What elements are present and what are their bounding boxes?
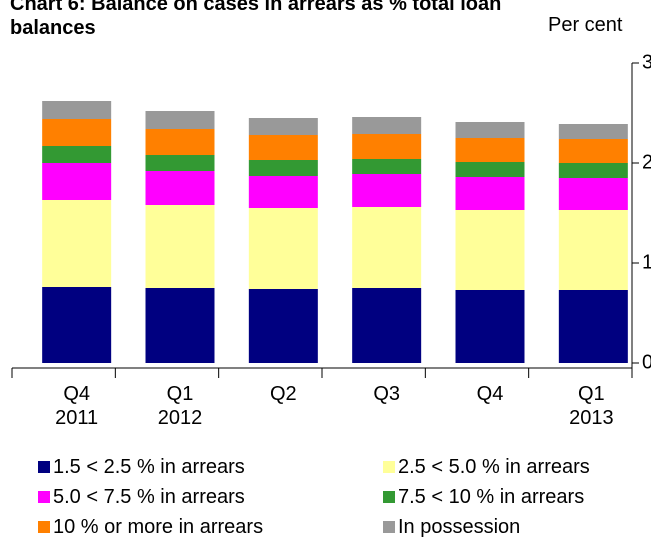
- y-tick-label: 0: [642, 351, 651, 373]
- bar-segment: [455, 138, 525, 162]
- bar-segment: [42, 163, 112, 200]
- bar-segment: [42, 101, 112, 119]
- bar-segment: [42, 119, 112, 146]
- legend-swatch: [383, 521, 395, 533]
- y-tick-label: 2: [642, 151, 651, 173]
- bar-segment: [42, 146, 112, 163]
- legend-item: 2.5 < 5.0 % in arrears: [383, 456, 590, 478]
- bar-segment: [558, 139, 628, 163]
- bar-segment: [352, 174, 422, 207]
- bar-segment: [145, 155, 215, 171]
- x-tick-label: Q1 2012: [157, 383, 203, 429]
- legend-swatch: [38, 521, 50, 533]
- legend-label: 5.0 < 7.5 % in arrears: [53, 486, 245, 508]
- bar-segment: [558, 178, 628, 210]
- bar-segment: [145, 288, 215, 363]
- bar-segment: [145, 111, 215, 129]
- bar-segment: [455, 177, 525, 210]
- legend-label: 7.5 < 10 % in arrears: [398, 486, 585, 508]
- chart-title: Chart 6: Balance on cases in arrears as …: [10, 0, 502, 39]
- bar-segment: [352, 117, 422, 134]
- legend-label: 2.5 < 5.0 % in arrears: [398, 456, 590, 478]
- bar-segment: [455, 122, 525, 138]
- legend-swatch: [383, 491, 395, 503]
- x-tick-label: Q1 2013: [569, 383, 614, 429]
- legend-item: 7.5 < 10 % in arrears: [383, 486, 584, 508]
- bar-segment: [248, 176, 318, 208]
- bar-segment: [248, 135, 318, 160]
- legend-item: 5.0 < 7.5 % in arrears: [38, 486, 245, 508]
- bar-segment: [248, 160, 318, 176]
- legend-swatch: [383, 461, 395, 473]
- legend-swatch: [38, 461, 50, 473]
- legend-item: 10 % or more in arrears: [38, 516, 263, 538]
- legend-label: 10 % or more in arrears: [53, 516, 264, 538]
- bar-segment: [248, 208, 318, 289]
- legend-swatch: [38, 491, 50, 503]
- bar-segment: [558, 124, 628, 139]
- legend-item: 1.5 < 2.5 % in arrears: [38, 456, 245, 478]
- bar-segment: [145, 171, 215, 205]
- bar-segment: [352, 207, 422, 288]
- bar-segment: [42, 287, 112, 363]
- bar-segment: [352, 134, 422, 159]
- bar-segment: [455, 210, 525, 290]
- x-tick-label: Q4 2011: [55, 383, 99, 429]
- bar-segment: [455, 162, 525, 177]
- x-tick-label: Q3: [373, 383, 400, 405]
- bar-segment: [42, 200, 112, 287]
- legend-label: In possession: [398, 516, 521, 538]
- bar-segment: [558, 290, 628, 363]
- y-tick-label: 3: [642, 51, 651, 73]
- x-tick-label: Q4: [476, 383, 504, 405]
- bar-segment: [145, 129, 215, 155]
- bar-segment: [248, 118, 318, 135]
- bar-segment: [558, 210, 628, 290]
- bar-segment: [352, 159, 422, 174]
- bar-segment: [455, 290, 525, 363]
- y-axis-label: Per cent: [548, 14, 623, 36]
- bar-segment: [558, 163, 628, 178]
- legend-label: 1.5 < 2.5 % in arrears: [53, 456, 245, 478]
- legend-item: In possession: [383, 516, 520, 538]
- bar-segment: [352, 288, 422, 363]
- bar-segment: [145, 205, 215, 288]
- x-tick-label: Q2: [269, 383, 297, 405]
- y-tick-label: 1: [642, 251, 651, 273]
- bar-segment: [248, 289, 318, 363]
